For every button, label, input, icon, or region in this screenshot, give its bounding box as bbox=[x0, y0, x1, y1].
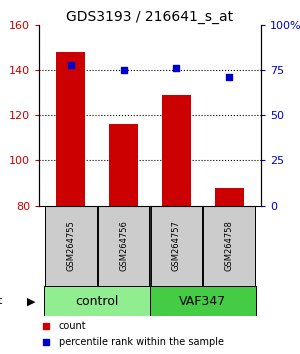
Point bbox=[121, 67, 126, 73]
Bar bbox=[150, 286, 256, 316]
Text: GSM264755: GSM264755 bbox=[66, 221, 75, 271]
Bar bbox=[109, 124, 138, 206]
Text: VAF347: VAF347 bbox=[179, 295, 226, 308]
Bar bbox=[151, 206, 202, 286]
Point bbox=[227, 74, 232, 80]
Bar bbox=[56, 52, 85, 206]
Text: agent: agent bbox=[0, 296, 3, 306]
Bar bbox=[215, 188, 244, 206]
Bar bbox=[98, 206, 149, 286]
Bar bbox=[44, 286, 150, 316]
Bar bbox=[45, 206, 97, 286]
Text: GSM264757: GSM264757 bbox=[172, 221, 181, 272]
Text: percentile rank within the sample: percentile rank within the sample bbox=[59, 337, 224, 347]
Bar bbox=[203, 206, 255, 286]
Point bbox=[68, 62, 73, 67]
Bar bbox=[162, 95, 191, 206]
Text: ▶: ▶ bbox=[27, 296, 36, 306]
Text: count: count bbox=[59, 321, 87, 331]
Point bbox=[174, 65, 179, 71]
Text: GSM264756: GSM264756 bbox=[119, 221, 128, 272]
Text: GSM264758: GSM264758 bbox=[225, 221, 234, 272]
Text: control: control bbox=[76, 295, 119, 308]
Title: GDS3193 / 216641_s_at: GDS3193 / 216641_s_at bbox=[66, 10, 234, 24]
